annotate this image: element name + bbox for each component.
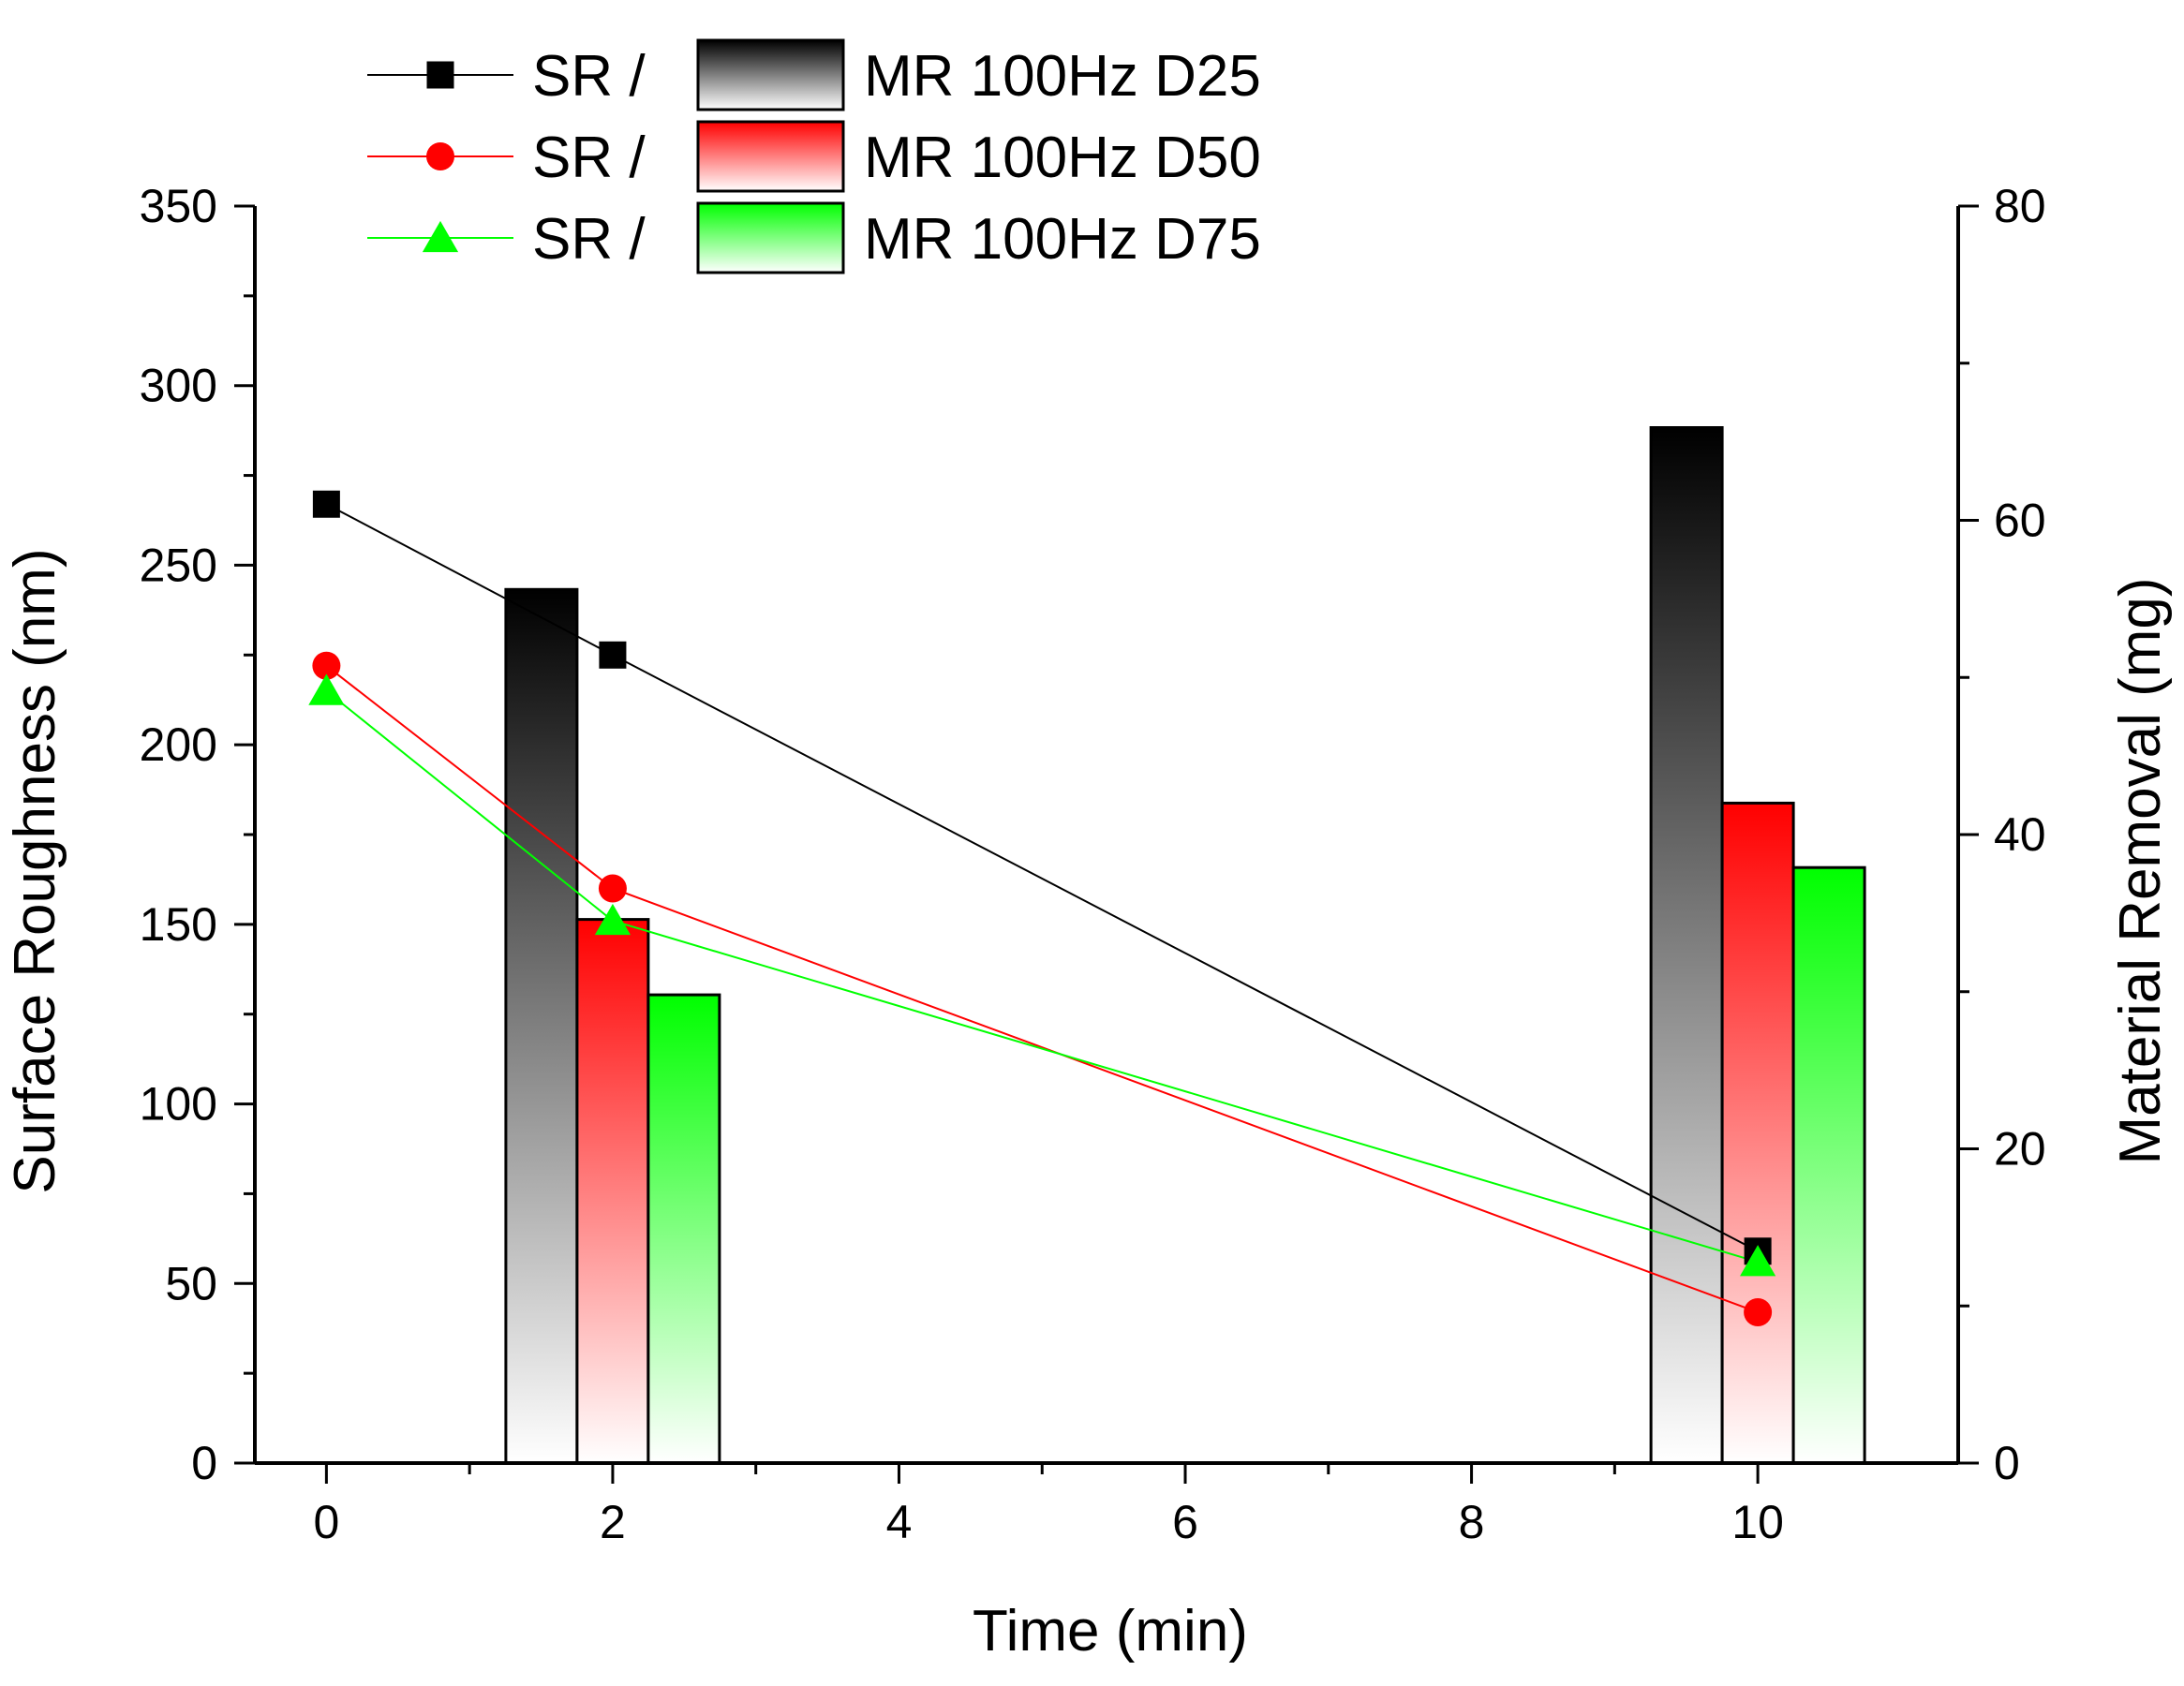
mr-bar-3-2 — [646, 993, 721, 1465]
x-tick-label-6: 6 — [1172, 1496, 1198, 1548]
sr-point-1-0 — [312, 490, 340, 518]
legend-marker-3 — [422, 220, 459, 253]
y-left-tick-label-300: 300 — [140, 360, 217, 412]
bar-group — [504, 426, 1866, 1465]
y-left-tick-label-250: 250 — [140, 539, 217, 591]
legend-mr-label-2: MR 100Hz D50 — [864, 126, 1261, 190]
legend-swatch-2 — [696, 120, 845, 193]
legend-mr-label-3: MR 100Hz D75 — [864, 207, 1261, 272]
mr-bar-1-10 — [1649, 426, 1724, 1465]
legend-sr-label-2: SR / — [532, 126, 646, 190]
y-right-tick-label-0: 0 — [1994, 1437, 2020, 1489]
y-left-tick-label-350: 350 — [140, 180, 217, 232]
y-axis-left-title: Surface Roughness (nm) — [3, 548, 67, 1193]
y-axis-right-title: Material Removal (mg) — [2108, 577, 2173, 1164]
sr-point-3-10 — [1740, 1245, 1776, 1277]
line-group — [308, 490, 1776, 1326]
legend-marker-2 — [426, 142, 454, 170]
sr-point-3-0 — [308, 673, 345, 705]
sr-point-2-2 — [598, 874, 627, 903]
legend-mr-label-1: MR 100Hz D25 — [864, 44, 1261, 109]
y-right-tick-label-80: 80 — [1994, 180, 2046, 232]
y-left-tick-label-50: 50 — [165, 1257, 217, 1309]
mr-bar-3-10 — [1791, 865, 1866, 1465]
y-right-tick-label-40: 40 — [1994, 808, 2046, 861]
x-tick-label-10: 10 — [1731, 1496, 1784, 1548]
x-tick-label-2: 2 — [600, 1496, 626, 1548]
legend-swatch-1 — [696, 38, 845, 111]
y-right-tick-label-20: 20 — [1994, 1123, 2046, 1176]
legend-sr-label-1: SR / — [532, 44, 646, 109]
mr-bar-1-2 — [504, 587, 579, 1465]
legend-sr-label-3: SR / — [532, 207, 646, 272]
mr-bar-2-2 — [575, 918, 650, 1465]
y-left-tick-label-100: 100 — [140, 1078, 217, 1131]
x-tick-label-0: 0 — [313, 1496, 339, 1548]
legend-swatch-3 — [696, 201, 845, 274]
y-right-tick-label-60: 60 — [1994, 495, 2046, 547]
sr-point-2-10 — [1744, 1297, 1773, 1326]
y-left-tick-label-0: 0 — [191, 1437, 217, 1489]
x-tick-label-4: 4 — [886, 1496, 913, 1548]
x-axis-title: Time (min) — [973, 1599, 1248, 1664]
legend-marker-1 — [426, 61, 454, 89]
y-left-tick-label-150: 150 — [140, 898, 217, 951]
sr-point-3-2 — [594, 903, 631, 936]
sr-point-1-2 — [599, 641, 627, 669]
sr-point-2-0 — [312, 651, 341, 680]
x-tick-label-8: 8 — [1459, 1496, 1485, 1548]
mr-bar-2-10 — [1720, 801, 1795, 1465]
y-left-tick-label-200: 200 — [140, 718, 217, 771]
legend: SR / MR 100Hz D25 SR / MR 100Hz D50 SR / MR 1… — [367, 38, 1261, 274]
